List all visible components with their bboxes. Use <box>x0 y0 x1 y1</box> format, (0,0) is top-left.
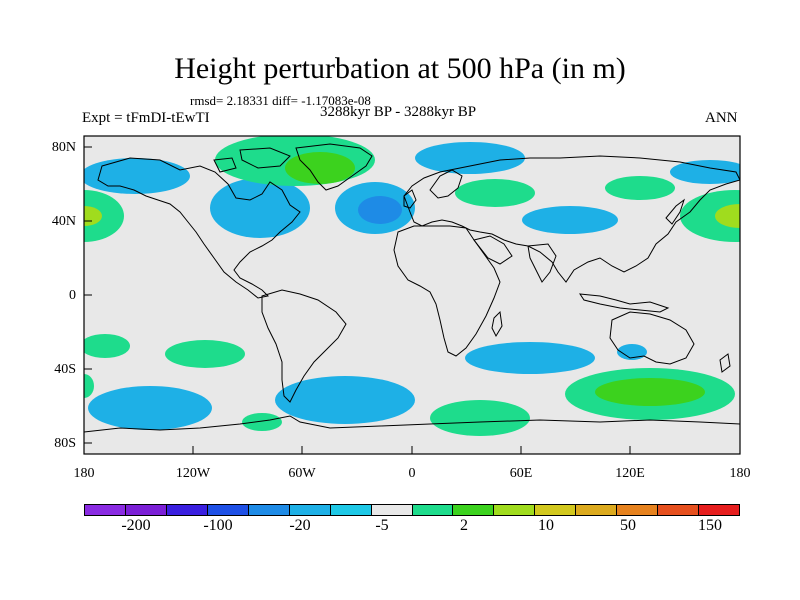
anomaly-north-pacific-core-west <box>715 204 740 228</box>
anomaly-south-pacific-high-west <box>84 334 130 358</box>
coastline-arctic-islands <box>213 147 291 173</box>
colorbar-label-4: -5 <box>375 517 389 534</box>
anomaly-south-pacific-high <box>165 340 245 368</box>
colorbar-segment <box>699 505 739 515</box>
coastline-eurasia <box>403 155 740 283</box>
colorbar-segment <box>207 505 249 515</box>
coastline-south-america <box>261 289 347 403</box>
colorbar-segment <box>330 505 372 515</box>
anomaly-arctic-low-west <box>84 158 190 194</box>
anomaly-europe-high <box>455 179 535 207</box>
x-label-180w: 180 <box>73 466 95 481</box>
anomaly-southern-ocean-small-high <box>242 413 282 431</box>
colorbar-segment <box>85 505 126 515</box>
anomaly-south-indian-high <box>430 400 530 436</box>
colorbar-label-1: -200 <box>121 517 151 534</box>
x-label-0: 0 <box>408 466 416 481</box>
coastline-new-zealand <box>719 353 731 373</box>
colorbar-segment <box>166 505 208 515</box>
x-label-180e: 180 <box>729 466 751 481</box>
colorbar <box>84 504 740 516</box>
coastline-india <box>527 243 557 283</box>
anomaly-southern-ocean-core <box>595 378 705 406</box>
x-label-60e: 60E <box>509 466 533 481</box>
coastline-antarctica <box>84 415 740 433</box>
anomaly-north-pacific-high-west <box>680 190 740 242</box>
x-label-120w: 120W <box>175 466 211 481</box>
coastline-british-isles <box>403 189 417 209</box>
anomaly-south-pacific-low <box>88 386 212 430</box>
anomaly-australia-low <box>617 344 647 360</box>
coastline-australia <box>609 311 695 365</box>
anomaly-greenland-core <box>285 152 355 184</box>
period-label: 3288kyr BP - 3288kyr BP <box>320 104 477 120</box>
season-label: ANN <box>705 110 738 126</box>
anomaly-east-siberia-low <box>670 160 740 184</box>
anomaly-fields <box>84 136 740 436</box>
anomaly-south-atlantic-low <box>275 376 415 424</box>
colorbar-label-2: -100 <box>203 517 233 534</box>
chart-title: Height perturbation at 500 hPa (in m) <box>174 52 626 85</box>
colorbar-segment <box>658 505 700 515</box>
coastline-indonesia <box>578 293 670 313</box>
coastline-madagascar <box>491 310 503 338</box>
experiment-label: Expt = tFmDI-tEwTI <box>82 110 210 126</box>
colorbar-segment <box>453 505 495 515</box>
x-label-60w: 60W <box>288 466 316 481</box>
coastline-japan <box>665 198 685 225</box>
anomaly-siberia-low <box>415 142 525 174</box>
y-label-0: 0 <box>69 288 76 303</box>
x-label-120e: 120E <box>615 466 645 481</box>
coastlines <box>84 143 740 433</box>
colorbar-segment <box>535 505 577 515</box>
y-label-80s: 80S <box>54 436 76 451</box>
colorbar-segment <box>494 505 536 515</box>
coastline-north-america <box>97 157 301 299</box>
colorbar-label-3: -20 <box>289 517 311 534</box>
coastline-greenland <box>295 143 373 191</box>
axis-ticks <box>83 146 741 454</box>
colorbar-segment <box>371 505 413 515</box>
colorbar-segment <box>617 505 659 515</box>
coastline-scandinavia <box>429 169 463 199</box>
colorbar-segment <box>289 505 331 515</box>
colorbar-label-8: 150 <box>698 517 722 534</box>
colorbar-segment <box>576 505 618 515</box>
coastline-arabia <box>473 235 513 265</box>
y-label-40n: 40N <box>51 214 76 229</box>
anomaly-north-pacific-high-east <box>84 190 124 242</box>
coastline-africa <box>393 225 501 357</box>
anomaly-indian-ocean-low <box>465 342 595 374</box>
colorbar-label-5: 2 <box>460 517 468 534</box>
stats-label: rmsd= 2.18331 diff= -1.17083e-08 <box>190 93 371 108</box>
anomaly-east-asia-high <box>605 176 675 200</box>
colorbar-segment <box>125 505 167 515</box>
anomaly-west-edge-small <box>84 374 94 398</box>
colorbar-label-7: 50 <box>620 517 636 534</box>
anomaly-north-america-low <box>210 178 310 238</box>
colorbar-label-6: 10 <box>538 517 554 534</box>
y-label-40s: 40S <box>54 362 76 377</box>
anomaly-north-atlantic-core <box>358 196 402 224</box>
y-label-80n: 80N <box>51 140 76 155</box>
colorbar-segment <box>248 505 290 515</box>
colorbar-segment <box>412 505 454 515</box>
anomaly-central-asia-low <box>522 206 618 234</box>
